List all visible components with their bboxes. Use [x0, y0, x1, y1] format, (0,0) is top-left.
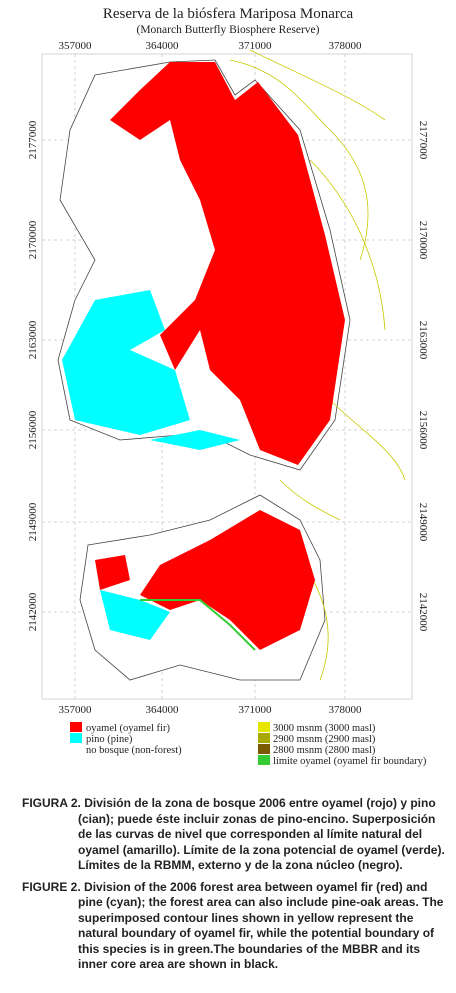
y-label-left: 2163000	[27, 320, 39, 359]
x-label-top: 378000	[329, 40, 363, 52]
caption-label: FIGURE 2.	[22, 879, 81, 894]
contour-lines	[229, 49, 406, 681]
x-label-bottom: 371000	[239, 704, 273, 716]
map-figure: Reserva de la biósfera Mariposa Monarca …	[27, 6, 429, 767]
x-label-top: 371000	[239, 40, 273, 52]
y-label-right: 2149000	[417, 503, 429, 542]
legend-label: 2800 msnm (2800 masl)	[273, 745, 376, 756]
caption: FIGURA 2. División de la zona de bosque …	[14, 796, 450, 874]
title: Reserva de la biósfera Mariposa Monarca	[103, 6, 354, 22]
fir-area-south	[95, 510, 315, 650]
caption-label: FIGURA 2.	[22, 796, 81, 810]
x-label-top: 364000	[146, 40, 180, 52]
legend-swatch	[70, 722, 82, 732]
legend-label: oyamel (oyamel fir)	[86, 723, 170, 734]
captions: FIGURA 2. División de la zona de bosque …	[0, 796, 456, 973]
x-label-bottom: 357000	[59, 704, 93, 716]
y-label-left: 2156000	[27, 410, 39, 449]
legend-label: pino (pine)	[86, 734, 133, 745]
y-label-left: 2142000	[27, 592, 39, 631]
legend-swatch	[258, 733, 270, 743]
pine-area	[62, 290, 240, 450]
y-label-right: 2163000	[417, 321, 429, 360]
legend-swatch	[70, 733, 82, 743]
legend-swatch	[258, 755, 270, 765]
caption-text: División de la zona de bosque 2006 entre…	[78, 796, 445, 872]
legend: oyamel (oyamel fir)pino (pine)no bosque …	[70, 722, 427, 767]
legend-label: 2900 msnm (2900 masl)	[273, 734, 376, 745]
legend-swatch	[258, 722, 270, 732]
legend-label: límite oyamel (oyamel fir boundary)	[273, 756, 427, 767]
x-label-bottom: 364000	[146, 704, 180, 716]
x-label-top: 357000	[59, 40, 93, 52]
y-label-left: 2177000	[27, 120, 39, 159]
legend-label: 3000 msnm (3000 masl)	[273, 723, 376, 734]
legend-label: no bosque (non-forest)	[86, 745, 182, 756]
y-label-left: 2170000	[27, 220, 39, 259]
fir-area	[110, 62, 345, 465]
subtitle: (Monarch Butterfly Biosphere Reserve)	[137, 24, 320, 36]
x-label-bottom: 378000	[329, 704, 363, 716]
fir-boundary	[140, 599, 256, 651]
pine-area-south	[100, 590, 170, 640]
y-label-right: 2142000	[417, 593, 429, 632]
y-label-left: 2149000	[27, 502, 39, 541]
caption: FIGURE 2. Division of the 2006 forest ar…	[14, 880, 450, 973]
legend-swatch	[70, 744, 82, 754]
y-label-right: 2177000	[417, 121, 429, 160]
caption-text: Division of the 2006 forest area between…	[78, 879, 444, 972]
y-label-right: 2156000	[417, 411, 429, 450]
legend-swatch	[258, 744, 270, 754]
y-label-right: 2170000	[417, 221, 429, 260]
